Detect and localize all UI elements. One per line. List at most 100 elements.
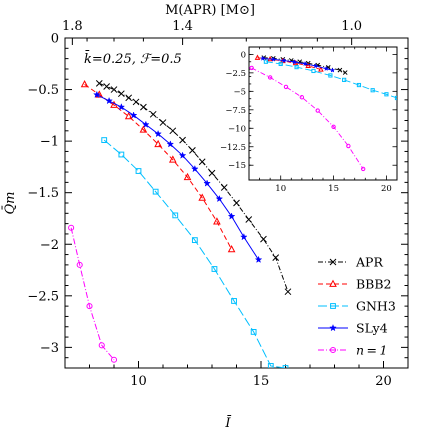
data-point-sly4	[105, 96, 113, 105]
inset-line-gnh3	[265, 61, 397, 99]
inset-point-n1	[315, 108, 320, 113]
parameter-annotation: k̄=0.25, ℱ=0.5	[84, 50, 182, 67]
legend-label-sly4: SLy4	[356, 321, 388, 336]
inset-point-sly4	[312, 62, 319, 69]
y-axis-label: Q̄m	[2, 192, 18, 215]
data-point-apr	[159, 119, 167, 126]
data-point-sly4	[227, 212, 236, 220]
inset-point-gnh3	[384, 92, 389, 97]
series-sly4	[93, 90, 263, 263]
legend-marker-n1	[329, 346, 337, 354]
data-point-gnh3	[191, 237, 198, 244]
inset-point-n1	[299, 95, 305, 100]
inset-point-gnh3	[263, 59, 269, 64]
data-point-sly4	[117, 103, 126, 111]
data-point-gnh3	[267, 363, 274, 368]
inset-point-sly4	[323, 65, 329, 72]
data-point-sly4	[191, 164, 199, 173]
inset-point-gnh3	[294, 64, 299, 70]
inset-y-tick-label: −15	[228, 161, 246, 171]
inset-point-sly4	[329, 67, 336, 73]
legend-label-gnh3: GNH3	[356, 299, 396, 314]
legend-item-apr: APR	[318, 255, 383, 270]
inset-point-gnh3	[278, 61, 283, 67]
data-point-sly4	[93, 90, 101, 98]
data-point-bbb2	[154, 139, 162, 148]
data-point-apr	[245, 216, 253, 223]
data-point-apr	[220, 184, 228, 191]
inset-point-gnh3	[311, 68, 316, 74]
data-point-gnh3	[101, 137, 108, 143]
x-tick-label: 10	[130, 374, 147, 389]
data-point-sly4	[129, 111, 138, 119]
series-apr	[95, 80, 292, 296]
data-point-gnh3	[118, 151, 125, 158]
x-axis-label: Ī	[224, 415, 231, 431]
top-tick-label: 1.0	[341, 19, 362, 34]
series-n1	[68, 224, 118, 363]
data-point-apr	[149, 110, 157, 118]
data-point-sly4	[154, 129, 162, 138]
inset-line-bbb2	[257, 57, 322, 70]
inset-frame: 10 15 20 0 −2.5 −5 −7.5 −10 −12.5 −15	[220, 46, 398, 194]
inset-box	[248, 46, 398, 181]
data-point-apr	[117, 90, 125, 98]
data-point-sly4	[215, 194, 224, 203]
inset-point-bbb2	[318, 66, 324, 72]
inset-series-n1	[249, 65, 366, 172]
data-point-apr	[233, 199, 240, 207]
data-point-bbb2	[183, 172, 192, 181]
main-series-group	[68, 80, 292, 368]
data-point-apr	[132, 98, 140, 106]
top-tick-label: 1.4	[172, 19, 193, 34]
inset-series-group	[249, 54, 397, 172]
inset-point-sly4	[259, 55, 266, 61]
inset-x-tick-label: 20	[381, 184, 392, 194]
data-point-apr	[208, 169, 216, 177]
data-point-sly4	[142, 120, 150, 128]
inset-point-gnh3	[356, 82, 362, 88]
legend-label-apr: APR	[355, 255, 383, 270]
data-point-bbb2	[124, 112, 133, 120]
data-point-gnh3	[231, 298, 237, 304]
main-axes-frame: 10 15 20 0 −0.5 −1 −1.5 −2 −2.5 −3 1.8 1.4 1.0	[27, 19, 409, 389]
legend-item-sly4: SLy4	[318, 321, 388, 336]
inset-point-sly4	[291, 59, 298, 65]
series-line-bbb2	[84, 84, 233, 250]
inset-point-apr	[337, 67, 343, 73]
x-tick-label: 15	[253, 374, 270, 389]
inset-point-sly4	[302, 60, 308, 67]
data-point-gnh3	[250, 329, 257, 335]
legend-marker-sly4	[329, 323, 337, 332]
series-line-sly4	[96, 94, 259, 260]
data-point-n1	[76, 261, 83, 268]
inset-point-n1	[346, 143, 351, 149]
inset-y-tick-label: −12.5	[220, 143, 246, 153]
y-tick-label: −0.5	[27, 83, 59, 98]
inset-y-tick-label: −7.5	[225, 106, 246, 116]
legend-label-bbb2: BBB2	[356, 277, 392, 292]
data-point-gnh3	[282, 365, 289, 368]
inset-y-tick-label: 0	[241, 50, 246, 60]
inset-point-n1	[360, 166, 366, 172]
data-point-n1	[68, 224, 75, 231]
data-point-apr	[110, 86, 118, 93]
inset-point-n1	[283, 84, 289, 90]
legend: APR BBB2 GNH3 SLy4 n = 1	[318, 255, 396, 358]
inset-point-gnh3	[394, 95, 397, 101]
series-line-n1	[70, 227, 115, 361]
legend-item-bbb2: BBB2	[318, 277, 392, 292]
data-point-bbb2	[139, 125, 148, 133]
data-point-sly4	[254, 255, 263, 263]
top-axis-label: M(APR) [M⊙]	[165, 3, 255, 18]
inset-point-sly4	[281, 57, 287, 63]
inset-line-n1	[251, 67, 364, 170]
data-point-apr	[169, 127, 177, 135]
series-line-apr	[99, 82, 289, 292]
data-point-apr	[198, 158, 206, 166]
data-point-apr	[140, 103, 147, 111]
data-point-gnh3	[211, 266, 218, 272]
inset-point-apr	[342, 70, 348, 75]
data-point-apr	[179, 136, 186, 144]
data-point-apr	[189, 147, 196, 154]
